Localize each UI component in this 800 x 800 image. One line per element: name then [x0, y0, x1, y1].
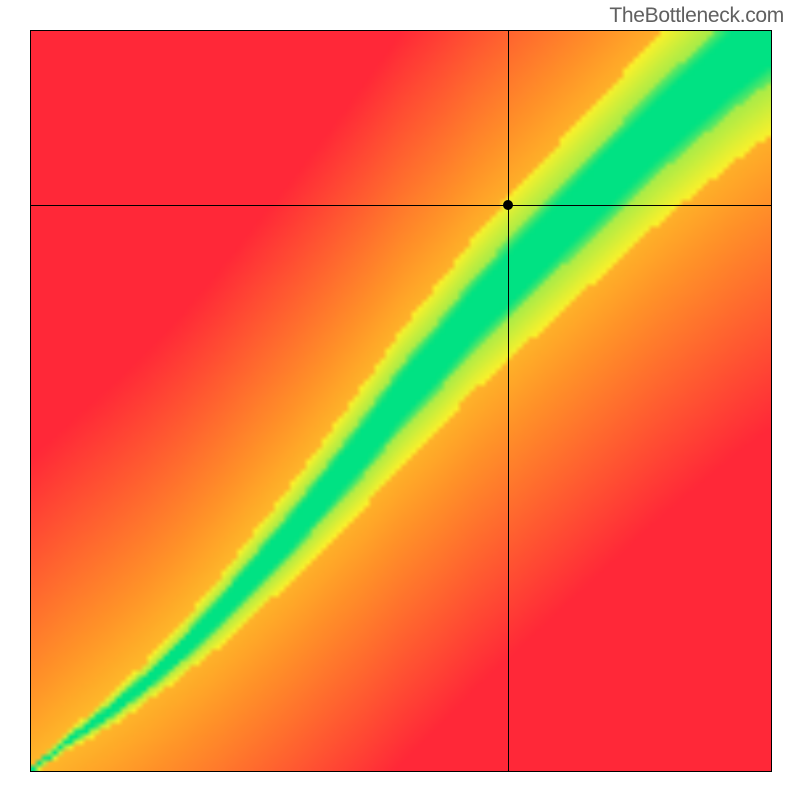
marker-point: [503, 200, 513, 210]
crosshair-horizontal: [31, 205, 771, 206]
plot-area: [30, 30, 772, 772]
chart-container: TheBottleneck.com: [0, 0, 800, 800]
crosshair-vertical: [508, 31, 509, 771]
watermark-text: TheBottleneck.com: [609, 4, 784, 28]
heatmap-canvas: [31, 31, 771, 771]
